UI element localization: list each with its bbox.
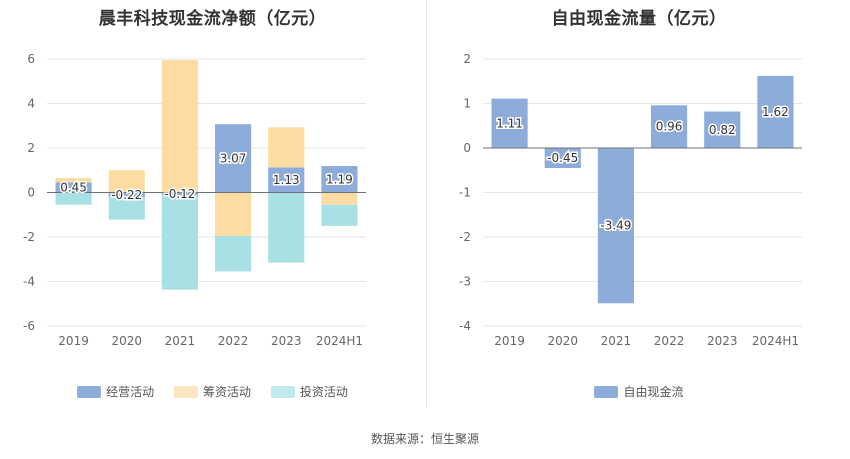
bar-series-1	[215, 192, 252, 236]
bar-primary	[544, 148, 581, 169]
chart-title: 晨丰科技现金流净额（亿元）	[98, 9, 327, 29]
legend-label-operating: 经营活动	[106, 385, 155, 399]
data-label: 1.19	[326, 172, 353, 186]
bar-series-1	[321, 192, 358, 205]
legend-label-financing: 筹资活动	[202, 385, 251, 399]
x-tick-label: 2020	[111, 334, 142, 348]
bar-series-2	[108, 197, 145, 220]
bar-series-2	[55, 192, 92, 205]
bar-primary	[55, 182, 92, 193]
legend-swatch-financing	[173, 385, 198, 398]
data-label: -0.45	[547, 151, 578, 165]
x-tick-label: 2024H1	[752, 334, 799, 348]
bar-primary	[321, 166, 358, 193]
bar-series-2	[321, 204, 358, 226]
bar-series-1	[55, 178, 92, 183]
panel-divider	[426, 0, 427, 408]
y-tick-label: 4	[27, 97, 35, 111]
legend-swatch-investing	[270, 385, 295, 398]
legend-item-fcf[interactable]: 自由现金流	[594, 383, 684, 400]
y-tick-label: -6	[23, 319, 35, 333]
data-label: 0.45	[60, 180, 87, 194]
bar-series-1	[108, 170, 145, 193]
bar-primary	[491, 98, 528, 148]
data-label: 3.07	[220, 151, 247, 165]
bar-primary	[757, 75, 794, 148]
data-label: 1.11	[496, 116, 523, 130]
legend-swatch-operating	[77, 385, 102, 398]
x-tick-label: 2021	[601, 334, 632, 348]
bar-series-2	[161, 195, 198, 290]
bar-series-2	[268, 192, 305, 263]
chart-title: 自由现金流量（亿元）	[551, 9, 727, 29]
data-label: -3.49	[600, 219, 631, 233]
y-tick-label: -4	[459, 319, 471, 333]
x-tick-label: 2020	[547, 334, 578, 348]
data-label: 0.82	[709, 123, 736, 137]
y-tick-label: 0	[27, 186, 35, 200]
bar-primary	[268, 167, 305, 193]
data-source: 数据来源：恒生聚源	[370, 432, 479, 446]
legend-item-investing[interactable]: 投资活动	[270, 383, 348, 400]
bar-primary	[597, 148, 634, 304]
x-tick-label: 2024H1	[316, 334, 363, 348]
free-cash-flow-chart-panel: 自由现金流量（亿元） 2 1 0 -1 -2 -3 -4 2019 2020 2021 2022 20…	[428, 0, 850, 410]
x-tick-label: 2021	[165, 334, 196, 348]
x-tick-label: 2022	[654, 334, 685, 348]
x-tick-label: 2019	[58, 334, 89, 348]
cash-flow-chart-panel: 晨丰科技现金流净额（亿元） 6 4 2 0 -2 -4 -6 2019 2020 2021 2022…	[0, 0, 425, 410]
y-tick-label: -2	[459, 230, 471, 244]
bar-primary	[651, 105, 688, 148]
bar-primary	[215, 124, 252, 193]
data-label: -0.22	[111, 188, 142, 202]
y-tick-label: 2	[27, 141, 35, 155]
x-tick-label: 2023	[271, 334, 302, 348]
bar-series-1	[161, 60, 198, 193]
legend-swatch-fcf	[594, 385, 619, 398]
data-label: -0.12	[164, 187, 195, 201]
free-cash-flow-chart: 2 1 0 -1 -2 -3 -4 2019 2020 2021 2022 2023 2024H1 1.1…	[459, 52, 802, 348]
bar-series-2	[215, 235, 252, 272]
chart-legend: 自由现金流	[428, 383, 850, 400]
legend-label-fcf: 自由现金流	[623, 385, 684, 399]
data-label: 0.96	[656, 120, 683, 134]
bar-primary	[704, 111, 741, 148]
y-tick-label: 0	[463, 141, 471, 155]
y-tick-label: -1	[459, 186, 471, 200]
data-label: 1.13	[273, 173, 300, 187]
y-tick-label: 6	[27, 52, 35, 66]
cash-flow-chart: 6 4 2 0 -2 -4 -6 2019 2020 2021 2022 2023 2024H1 0.45…	[23, 52, 366, 348]
bar-primary	[108, 192, 145, 198]
chart-legend: 经营活动 筹资活动 投资活动	[0, 383, 425, 400]
y-tick-label: -4	[23, 275, 35, 289]
legend-item-financing[interactable]: 筹资活动	[173, 383, 251, 400]
bar-series-1	[268, 127, 305, 168]
bar-primary	[161, 192, 198, 196]
x-tick-label: 2023	[707, 334, 738, 348]
y-tick-label: 2	[463, 52, 471, 66]
data-label: 1.62	[762, 105, 789, 119]
y-tick-label: 1	[463, 97, 471, 111]
y-tick-label: -2	[23, 230, 35, 244]
legend-label-investing: 投资活动	[299, 385, 348, 399]
x-tick-label: 2022	[218, 334, 249, 348]
legend-item-operating[interactable]: 经营活动	[77, 383, 154, 400]
x-tick-label: 2019	[494, 334, 525, 348]
y-tick-label: -3	[459, 275, 471, 289]
